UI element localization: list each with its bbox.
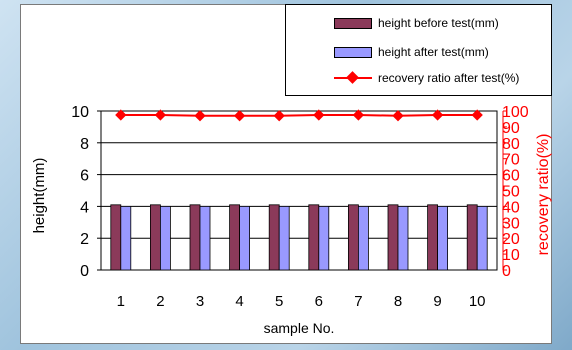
bar-after (278, 205, 290, 271)
y2-axis-title: recovery ratio(%) (535, 134, 552, 256)
bar-after (120, 205, 132, 271)
bar-before (387, 204, 399, 271)
bar-after (437, 205, 449, 271)
y2-tick-label: 90 (502, 120, 520, 137)
x-tick-label: 9 (433, 293, 441, 310)
x-tick-label: 6 (315, 293, 323, 310)
x-tick-label: 3 (196, 293, 204, 310)
bar-after (159, 205, 171, 271)
legend-item-before: height before test(mm) (334, 13, 499, 33)
y2-tick-label: 50 (502, 184, 520, 201)
legend-item-after: height after test(mm) (334, 42, 489, 62)
x-tick-label: 8 (394, 293, 402, 310)
y2-tick-label: 30 (502, 215, 520, 232)
chart-legend: height before test(mm) height after test… (285, 4, 552, 96)
y-tick-label: 4 (80, 199, 89, 216)
recovery-line (120, 113, 478, 117)
legend-swatch-after (334, 46, 372, 58)
bar-before (229, 204, 241, 271)
bar-before (427, 204, 439, 271)
bar-after (357, 205, 369, 271)
recovery-marker (233, 110, 246, 122)
bar-before (268, 204, 280, 271)
y2-tick-label: 60 (502, 168, 520, 185)
legend-swatch-before (334, 17, 372, 29)
legend-line-recovery (334, 71, 372, 84)
y2-tick-label: 10 (502, 247, 520, 264)
x-tick-label: 10 (469, 293, 486, 310)
x-tick-label: 2 (156, 293, 164, 310)
legend-label-after: height after test(mm) (378, 45, 489, 59)
y2-tick-label: 70 (502, 152, 520, 169)
x-tick-label: 4 (235, 293, 243, 310)
y-tick-label: 10 (71, 104, 89, 121)
y-tick-label: 6 (80, 168, 89, 185)
y2-tick-label: 0 (502, 263, 511, 280)
plot-area (100, 110, 498, 271)
legend-label-before: height before test(mm) (378, 16, 499, 30)
y2-tick-label: 80 (502, 136, 520, 153)
bar-before (308, 204, 320, 271)
bar-after (476, 205, 488, 271)
y-axis-title: height(mm) (31, 158, 48, 234)
legend-item-recovery: recovery ratio after test(%) (334, 68, 519, 88)
legend-label-recovery: recovery ratio after test(%) (378, 71, 520, 85)
recovery-marker (392, 110, 404, 122)
bar-after (318, 205, 330, 271)
bar-after (199, 205, 211, 271)
x-axis-title: sample No. (264, 320, 335, 336)
recovery-marker (273, 110, 285, 122)
x-tick-label: 7 (354, 293, 362, 310)
bar-before (110, 204, 122, 271)
y2-tick-label: 100 (502, 104, 529, 121)
x-tick-label: 1 (117, 293, 125, 310)
y2-tick-label: 40 (502, 199, 520, 216)
x-tick-label: 5 (275, 293, 283, 310)
bar-after (397, 205, 409, 271)
y-tick-label: 0 (80, 263, 89, 280)
bar-before (149, 204, 161, 271)
bar-after (239, 205, 251, 271)
y-tick-label: 8 (80, 136, 89, 153)
y-tick-label: 2 (80, 231, 89, 248)
bar-before (466, 204, 478, 271)
bar-before (347, 204, 359, 271)
recovery-marker (194, 110, 206, 122)
y2-tick-label: 20 (502, 231, 520, 248)
bar-before (189, 204, 201, 271)
